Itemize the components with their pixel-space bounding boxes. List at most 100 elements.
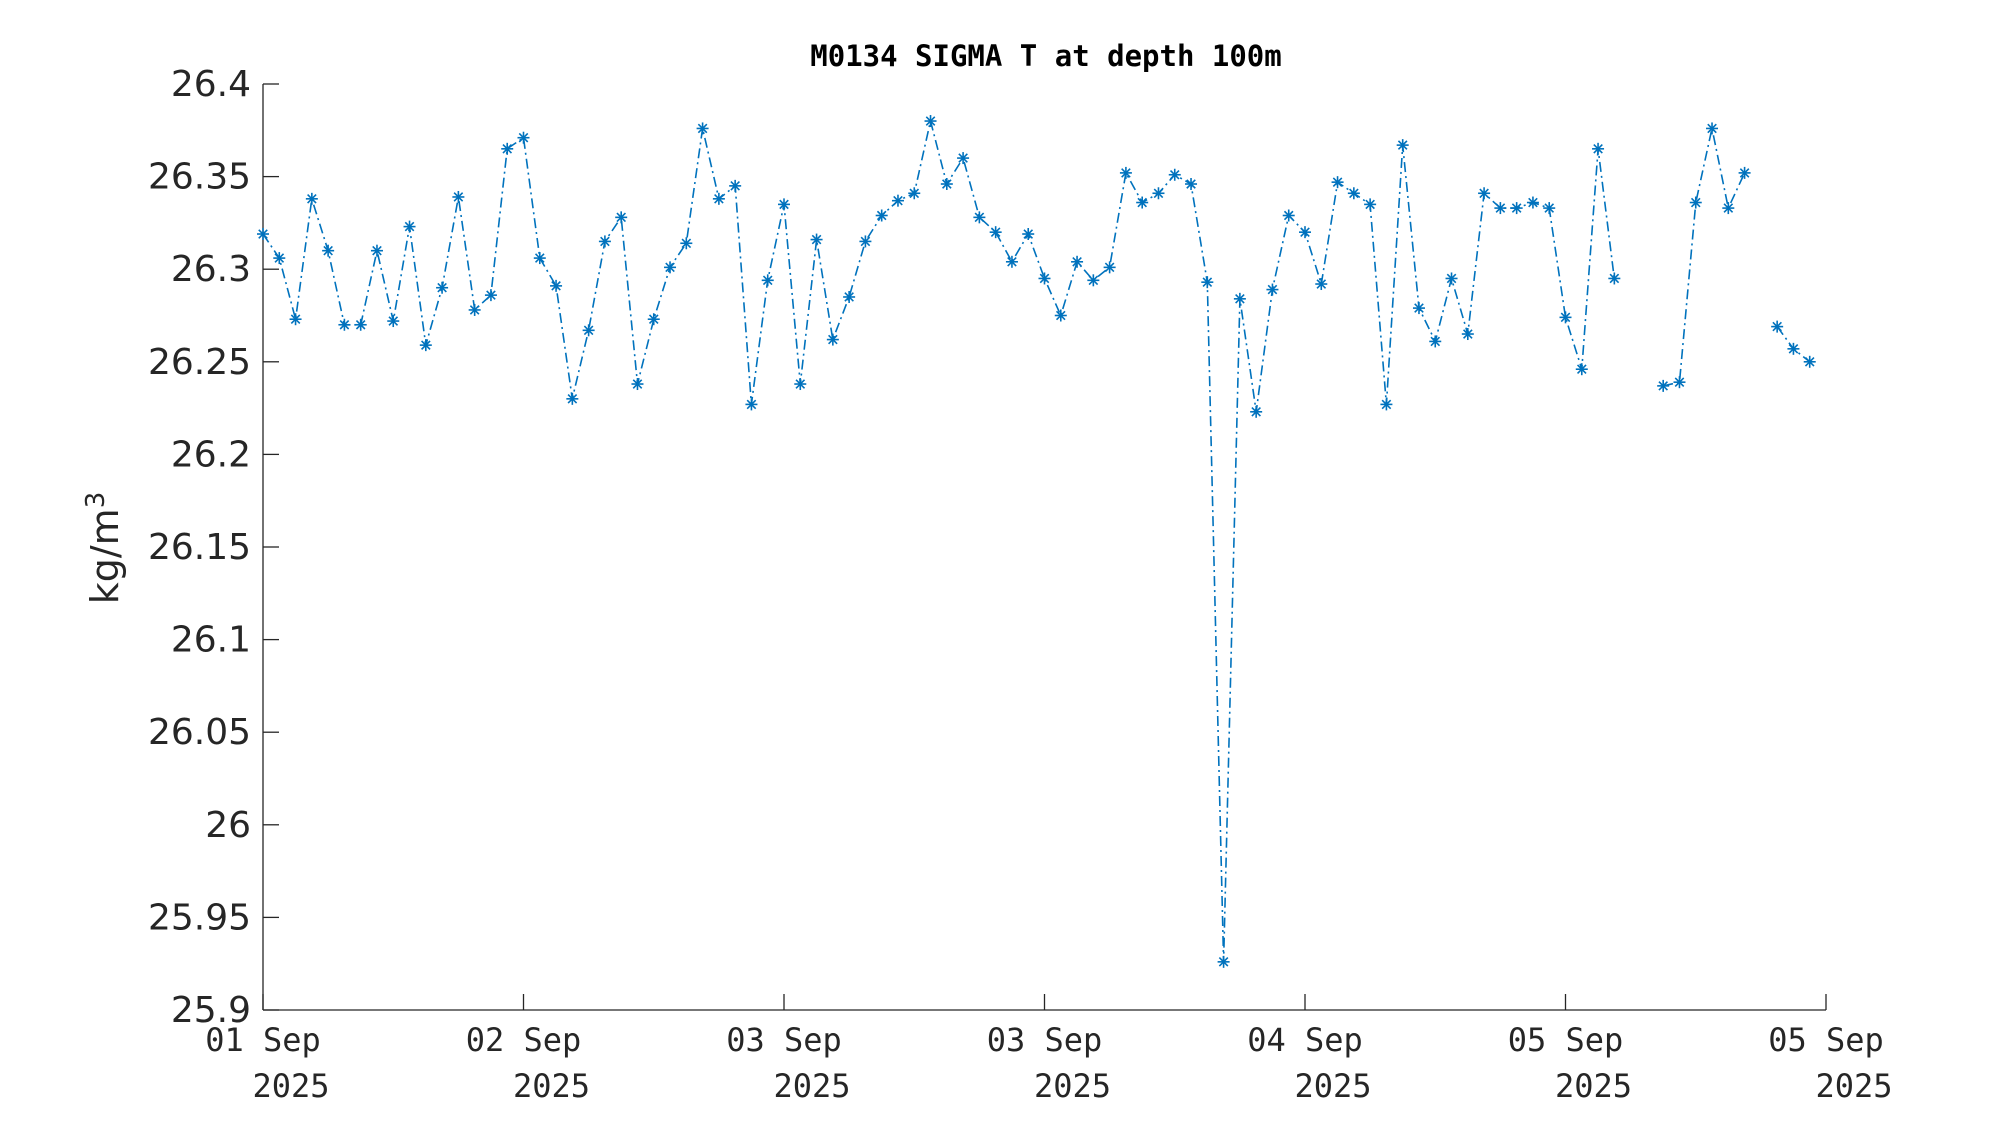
data-point-marker bbox=[517, 131, 530, 144]
x-tick-label-date: 01 Sep bbox=[205, 1021, 321, 1059]
data-point-marker bbox=[468, 303, 481, 316]
y-tick-label: 26.25 bbox=[148, 342, 251, 383]
data-point-marker bbox=[712, 192, 725, 205]
data-point-marker bbox=[1575, 363, 1588, 376]
data-point-marker bbox=[891, 194, 904, 207]
data-point-marker bbox=[1315, 278, 1328, 291]
data-point-marker bbox=[1103, 261, 1116, 274]
data-point-marker bbox=[1038, 272, 1051, 285]
data-point-marker bbox=[1217, 955, 1230, 968]
data-point-marker bbox=[1478, 187, 1491, 200]
data-point-marker bbox=[1136, 196, 1149, 209]
data-point-marker bbox=[289, 313, 302, 326]
y-tick-label: 26.15 bbox=[148, 527, 251, 568]
data-point-marker bbox=[908, 187, 921, 200]
x-tick-label-date: 02 Sep bbox=[466, 1021, 582, 1059]
data-point-marker bbox=[1201, 276, 1214, 289]
x-tick-label-date: 03 Sep bbox=[726, 1021, 842, 1059]
data-point-marker bbox=[257, 228, 269, 241]
data-point-marker bbox=[1689, 196, 1702, 209]
y-axis-label-superscript: 3 bbox=[81, 492, 111, 509]
data-point-marker bbox=[973, 211, 986, 224]
x-axis-ticks: 01 Sep 2025 02 Sep 2025 03 Sep 2025 03 Sep 2025… bbox=[205, 994, 1893, 1105]
y-tick-label: 26.4 bbox=[171, 64, 251, 105]
data-point-marker bbox=[566, 392, 579, 405]
data-point-marker bbox=[419, 339, 432, 352]
data-point-marker bbox=[1738, 166, 1751, 179]
data-point-marker bbox=[664, 261, 677, 274]
data-point-marker bbox=[1054, 309, 1067, 322]
data-point-marker bbox=[729, 179, 742, 192]
data-point-marker bbox=[1543, 202, 1556, 215]
series-line-segment bbox=[1663, 128, 1746, 387]
data-point-marker bbox=[582, 324, 595, 337]
y-axis-ticks: 26.4 26.35 26.3 26.25 26.2 26.15 26.1 26.05 26 25… bbox=[148, 64, 279, 1031]
y-axis-label: kg/m3 bbox=[81, 492, 127, 605]
x-tick-label-date: 04 Sep bbox=[1247, 1021, 1363, 1059]
data-point-marker bbox=[647, 313, 660, 326]
data-point-marker bbox=[826, 333, 839, 346]
data-point-marker bbox=[1119, 166, 1132, 179]
data-point-marker bbox=[1396, 139, 1409, 152]
x-tick-label-year: 2025 bbox=[1555, 1067, 1632, 1105]
data-point-marker bbox=[1559, 311, 1572, 324]
data-point-marker bbox=[354, 318, 367, 331]
data-point-marker bbox=[1526, 196, 1539, 209]
data-point-marker bbox=[875, 209, 888, 222]
data-point-marker bbox=[1250, 405, 1263, 418]
x-tick-label-date: 03 Sep bbox=[987, 1021, 1103, 1059]
y-tick-label: 25.95 bbox=[148, 897, 251, 938]
data-point-marker bbox=[1592, 142, 1605, 155]
data-point-marker bbox=[1722, 202, 1735, 215]
data-point-marker bbox=[1461, 328, 1474, 341]
data-series bbox=[257, 115, 1816, 968]
data-point-marker bbox=[1299, 226, 1311, 239]
data-point-marker bbox=[1071, 255, 1084, 268]
data-point-marker bbox=[1608, 272, 1621, 285]
data-point-marker bbox=[1494, 202, 1507, 215]
y-tick-label: 26.05 bbox=[148, 712, 251, 753]
data-point-marker bbox=[1347, 187, 1360, 200]
data-point-marker bbox=[1185, 178, 1198, 191]
data-point-marker bbox=[501, 142, 514, 155]
data-point-marker bbox=[1771, 320, 1784, 333]
data-point-marker bbox=[1673, 376, 1686, 389]
data-point-marker bbox=[957, 152, 970, 165]
data-point-marker bbox=[859, 235, 872, 248]
data-point-marker bbox=[370, 244, 383, 257]
data-point-marker bbox=[1168, 168, 1181, 181]
data-point-marker bbox=[338, 318, 351, 331]
data-point-marker bbox=[1087, 274, 1100, 287]
data-point-marker bbox=[533, 252, 546, 265]
data-point-marker bbox=[1331, 176, 1344, 189]
data-point-marker bbox=[598, 235, 611, 248]
data-point-marker bbox=[1364, 198, 1377, 211]
x-tick-label-year: 2025 bbox=[252, 1067, 329, 1105]
data-point-marker bbox=[1282, 209, 1295, 222]
data-point-marker bbox=[403, 220, 416, 233]
series-line-segment bbox=[262, 120, 1616, 962]
data-point-marker bbox=[940, 178, 953, 191]
data-point-marker bbox=[1022, 228, 1035, 241]
y-tick-label: 26.1 bbox=[171, 620, 251, 661]
y-tick-label: 26.3 bbox=[171, 249, 251, 290]
y-tick-label: 25.9 bbox=[171, 990, 251, 1031]
data-point-marker bbox=[989, 226, 1002, 239]
data-point-marker bbox=[1803, 355, 1816, 368]
x-tick-label-date: 05 Sep bbox=[1508, 1021, 1624, 1059]
data-point-marker bbox=[273, 252, 286, 265]
x-tick-label-year: 2025 bbox=[513, 1067, 590, 1105]
data-point-marker bbox=[484, 289, 497, 302]
y-tick-label: 26 bbox=[205, 805, 251, 846]
data-point-marker bbox=[631, 378, 644, 391]
data-point-marker bbox=[778, 198, 790, 211]
y-tick-label: 26.2 bbox=[171, 434, 251, 475]
y-tick-label: 26.35 bbox=[148, 157, 251, 198]
data-point-marker bbox=[1706, 122, 1719, 135]
chart-title: M0134 SIGMA T at depth 100m bbox=[810, 39, 1281, 73]
data-point-marker bbox=[810, 233, 823, 246]
data-point-marker bbox=[1510, 202, 1523, 215]
svg-text:kg/m3: kg/m3 bbox=[81, 492, 127, 605]
data-point-marker bbox=[1657, 379, 1670, 392]
y-axis-label-text: kg/m bbox=[83, 508, 127, 604]
